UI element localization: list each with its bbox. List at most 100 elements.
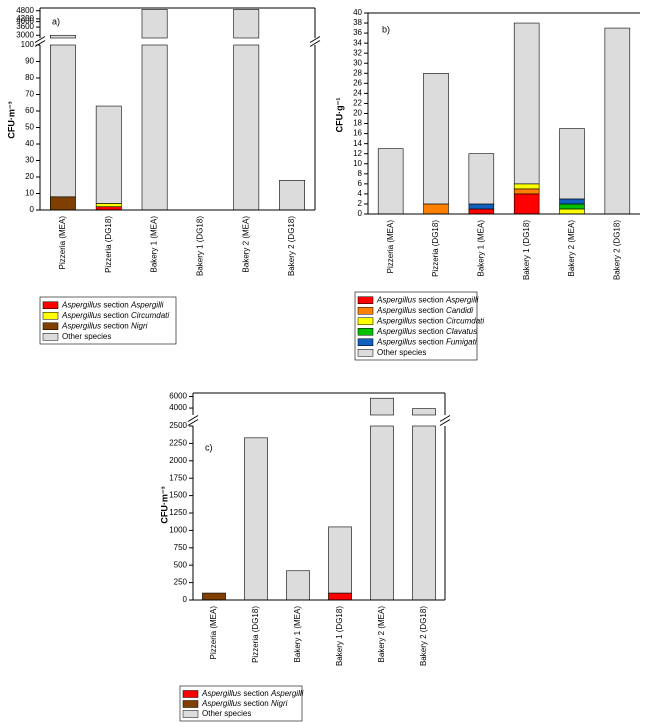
x-tick-label: Bakery 1 (DG18) — [196, 216, 205, 276]
bar-segment — [423, 203, 449, 215]
x-tick-label: Bakery 2 (MEA) — [567, 220, 576, 277]
x-tick-label: Bakery 1 (MEA) — [293, 606, 302, 663]
bar-segment — [141, 9, 168, 39]
legend-swatch — [42, 333, 59, 341]
y-tick-label: 0 — [183, 595, 188, 604]
y-tick-label: 6000 — [169, 392, 187, 401]
y-tick-label: 4000 — [16, 17, 34, 26]
panel-label: b) — [382, 24, 390, 34]
x-tick-label: Pizzeria (DG18) — [104, 216, 113, 273]
x-tick-label: Bakery 1 (DG18) — [522, 220, 531, 280]
bar-segment — [513, 22, 540, 185]
y-tick-label: 14 — [353, 139, 362, 148]
y-tick-label: 1500 — [169, 491, 187, 500]
x-tick-label: Pizzeria (DG18) — [431, 220, 440, 277]
y-tick-label: 10 — [353, 159, 362, 168]
y-tick-label: 34 — [353, 38, 362, 47]
y-tick-label: 4200 — [16, 14, 34, 23]
bar-segment — [370, 397, 394, 416]
axis-break — [309, 36, 321, 43]
bar-segment — [233, 44, 260, 211]
axis-break — [187, 415, 199, 422]
y-tick-label: 0 — [358, 209, 363, 218]
legend-swatch — [42, 312, 59, 320]
y-tick-label: 32 — [353, 48, 362, 57]
y-tick-label: 16 — [353, 129, 362, 138]
y-tick-label: 2 — [358, 199, 363, 208]
y-tick-label: 500 — [174, 560, 188, 569]
legend-swatch — [357, 338, 374, 346]
legend-swatch — [182, 710, 199, 718]
legend-entry: Aspergillus section Aspergilli — [61, 300, 164, 309]
legend-entry: Other species — [62, 332, 111, 341]
y-tick-label: 36 — [353, 28, 362, 37]
y-tick-label: 40 — [353, 8, 362, 17]
bar-segment — [50, 196, 76, 211]
y-tick-label: 2000 — [169, 456, 187, 465]
legend-box — [354, 291, 478, 361]
bar-segment — [559, 203, 585, 210]
y-tick-label: 28 — [353, 68, 362, 77]
y-tick-label: 90 — [25, 57, 34, 66]
x-tick-label: Pizzeria (MEA) — [209, 606, 218, 660]
bar-segment — [559, 128, 585, 200]
y-tick-label: 100 — [21, 40, 35, 49]
y-tick-label: 24 — [353, 89, 362, 98]
x-tick-label: Bakery 1 (DG18) — [335, 606, 344, 666]
y-tick-label: 3600 — [16, 22, 34, 31]
y-axis-label: CFU·g⁻¹ — [334, 98, 344, 133]
legend-entry: Other species — [377, 348, 426, 357]
x-tick-label: Bakery 2 (MEA) — [377, 606, 386, 663]
axis-break — [34, 36, 46, 43]
y-tick-label: 40 — [25, 139, 34, 148]
x-tick-label: Bakery 2 (DG18) — [419, 606, 428, 666]
y-tick-label: 30 — [353, 58, 362, 67]
legend-entry: Aspergillus section Circumdati — [61, 311, 169, 320]
bar-segment — [286, 570, 310, 601]
bar-segment — [328, 592, 352, 601]
y-tick-label: 1750 — [169, 473, 187, 482]
legend-entry: Aspergillus section Nigri — [201, 699, 288, 708]
legend-entry: Aspergillus section Nigri — [61, 321, 148, 330]
legend-swatch — [357, 328, 374, 336]
y-tick-label: 6 — [358, 179, 363, 188]
legend-swatch — [357, 307, 374, 315]
x-tick-label: Bakery 1 (MEA) — [150, 216, 159, 273]
x-tick-label: Pizzeria (MEA) — [58, 216, 67, 270]
legend-swatch — [357, 317, 374, 325]
bar-segment — [279, 180, 305, 211]
legend-entry: Aspergillus section Circumdati — [376, 316, 484, 325]
x-tick-label: Pizzeria (MEA) — [386, 220, 395, 274]
y-tick-label: 8 — [358, 169, 363, 178]
x-tick-label: Bakery 2 (DG18) — [287, 216, 296, 276]
y-tick-label: 26 — [353, 78, 362, 87]
y-tick-label: 3000 — [16, 30, 34, 39]
axis-break — [439, 419, 451, 426]
y-tick-label: 60 — [25, 106, 34, 115]
bar-segment — [604, 27, 631, 215]
bar-segment — [513, 193, 540, 215]
y-tick-label: 22 — [353, 99, 362, 108]
legend-entry: Aspergillus section Fumigati — [376, 337, 477, 346]
panel-label: c) — [205, 442, 213, 452]
legend-entry: Aspergillus section Aspergilli — [201, 689, 304, 698]
bar-segment — [559, 198, 585, 205]
bar-segment — [423, 73, 449, 205]
bar-segment — [50, 44, 76, 198]
y-tick-label: 20 — [353, 109, 362, 118]
axis-break — [187, 419, 199, 426]
bar-segment — [202, 592, 226, 601]
legend-box — [39, 296, 177, 345]
legend-swatch — [42, 322, 59, 330]
bar-segment — [377, 148, 404, 215]
x-tick-label: Bakery 1 (MEA) — [476, 220, 485, 277]
y-tick-label: 2500 — [169, 421, 187, 430]
bar-segment — [233, 9, 260, 39]
bar-segment — [559, 208, 585, 215]
x-tick-label: Bakery 2 (DG18) — [612, 220, 621, 280]
x-tick-label: Pizzeria (DG18) — [251, 606, 260, 663]
bar-segment — [141, 44, 168, 211]
legend-entry: Other species — [202, 709, 251, 718]
